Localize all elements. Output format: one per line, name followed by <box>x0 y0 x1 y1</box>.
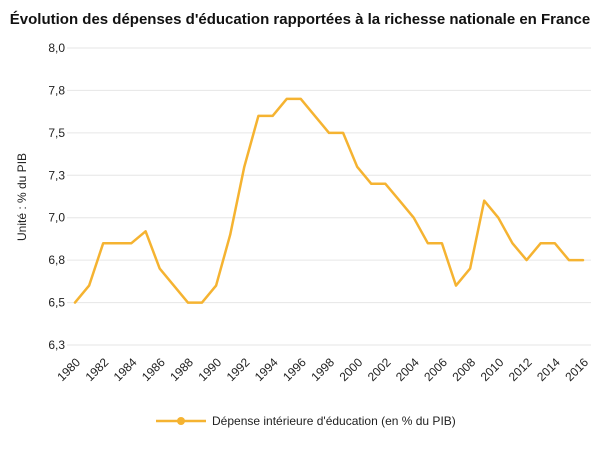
y-tick-label: 6,8 <box>48 253 65 267</box>
legend-marker-icon <box>177 417 185 425</box>
x-tick-label: 1988 <box>167 355 196 384</box>
legend[interactable]: Dépense intérieure d'éducation (en % du … <box>156 414 456 428</box>
x-tick-label: 2008 <box>449 355 478 384</box>
legend-label: Dépense intérieure d'éducation (en % du … <box>212 414 456 428</box>
x-tick-label: 2014 <box>534 355 563 384</box>
x-tick-label: 2000 <box>337 355 366 384</box>
gridlines <box>67 47 591 346</box>
x-tick-label: 1998 <box>308 355 337 384</box>
x-tick-label: 1990 <box>195 355 224 384</box>
x-tick-label: 2016 <box>562 355 591 384</box>
x-tick-label: 1986 <box>139 355 168 384</box>
y-tick-label: 6,3 <box>48 338 65 352</box>
x-tick-label: 1994 <box>252 355 281 384</box>
y-axis-ticks: 6,3 6,5 6,8 7,0 7,3 7,5 7,8 8,0 <box>48 41 65 352</box>
x-tick-label: 1982 <box>83 355 112 384</box>
x-axis-ticks: 1980 1982 1984 1986 1988 1990 1992 1994 1996 1998… <box>54 355 591 384</box>
x-tick-label: 2002 <box>365 355 394 384</box>
y-tick-label: 7,8 <box>48 83 65 97</box>
x-tick-label: 1992 <box>224 355 253 384</box>
x-tick-label: 2006 <box>421 355 450 384</box>
y-axis-label: Unité : % du PIB <box>15 153 29 241</box>
y-tick-label: 6,5 <box>48 296 65 310</box>
x-tick-label: 1996 <box>280 355 309 384</box>
series-line <box>73 97 585 304</box>
chart-title: Évolution des dépenses d'éducation rappo… <box>10 11 590 28</box>
x-tick-label: 1984 <box>111 355 140 384</box>
y-tick-label: 7,3 <box>48 168 65 182</box>
y-tick-label: 7,5 <box>48 126 65 140</box>
y-tick-label: 8,0 <box>48 41 65 55</box>
x-tick-label: 2010 <box>478 355 507 384</box>
x-tick-label: 2012 <box>506 355 535 384</box>
y-tick-label: 7,0 <box>48 211 65 225</box>
x-tick-label: 2004 <box>393 355 422 384</box>
x-tick-label: 1980 <box>54 355 83 384</box>
